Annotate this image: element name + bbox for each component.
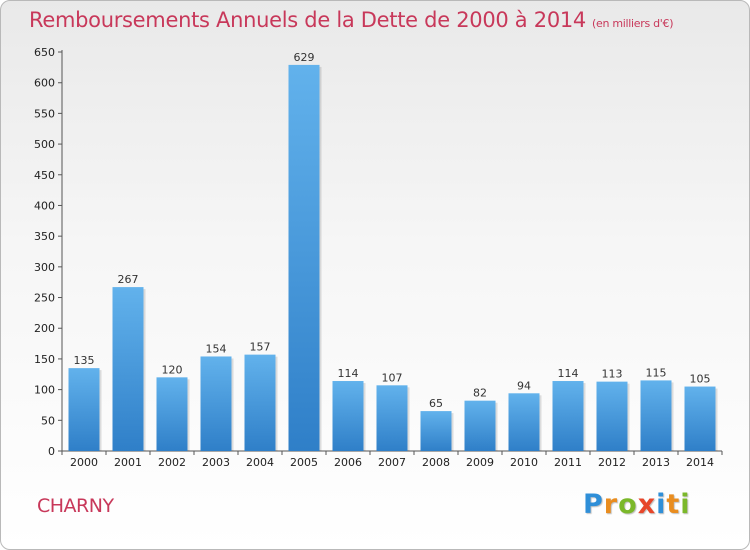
bar-value-label: 629 (294, 51, 315, 64)
bar (684, 386, 716, 451)
bar (508, 393, 540, 451)
commune-name: CHARNY (37, 495, 114, 517)
y-tick-label: 200 (34, 322, 55, 335)
y-tick-label: 500 (34, 138, 55, 151)
x-tick-label: 2012 (598, 456, 626, 469)
chart-title-text: Remboursements Annuels de la Dette de 20… (29, 8, 586, 32)
y-tick-label: 300 (34, 261, 55, 274)
x-tick-label: 2004 (246, 456, 274, 469)
proxiti-logo: Proxiti (583, 489, 691, 520)
chart-title: Remboursements Annuels de la Dette de 20… (29, 8, 673, 32)
bar-value-label: 267 (118, 273, 139, 286)
x-tick-label: 2006 (334, 456, 362, 469)
bar-value-label: 82 (473, 387, 487, 400)
y-tick-label: 250 (34, 292, 55, 305)
y-tick-label: 50 (41, 414, 55, 427)
bar-value-label: 135 (74, 354, 95, 367)
bar (332, 381, 364, 451)
bar-value-label: 105 (690, 373, 711, 386)
bar-value-label: 114 (558, 367, 579, 380)
bar-value-label: 113 (602, 368, 623, 381)
bar (420, 411, 452, 451)
y-tick-label: 600 (34, 77, 55, 90)
x-tick-label: 2009 (466, 456, 494, 469)
bar (68, 368, 100, 451)
bar (640, 380, 672, 451)
bar (596, 381, 628, 451)
bar (376, 385, 408, 451)
y-tick-label: 450 (34, 169, 55, 182)
bar (464, 400, 496, 451)
x-tick-label: 2005 (290, 456, 318, 469)
bar-value-label: 120 (162, 363, 183, 376)
y-tick-label: 0 (48, 445, 55, 458)
bar-value-label: 107 (382, 371, 403, 384)
bar-value-label: 115 (646, 366, 667, 379)
x-tick-label: 2011 (554, 456, 582, 469)
bar (288, 64, 320, 451)
bar (112, 287, 144, 451)
x-tick-label: 2010 (510, 456, 538, 469)
bar (156, 377, 188, 451)
bar (200, 356, 232, 451)
x-tick-label: 2003 (202, 456, 230, 469)
x-tick-label: 2013 (642, 456, 670, 469)
bar-value-label: 94 (517, 379, 531, 392)
x-tick-label: 2008 (422, 456, 450, 469)
y-tick-label: 650 (34, 46, 55, 59)
bar (552, 381, 584, 451)
bar-value-label: 157 (250, 341, 271, 354)
y-tick-label: 100 (34, 384, 55, 397)
x-tick-label: 2007 (378, 456, 406, 469)
y-tick-label: 400 (34, 199, 55, 212)
x-tick-label: 2000 (70, 456, 98, 469)
y-tick-label: 550 (34, 107, 55, 120)
y-tick-label: 150 (34, 353, 55, 366)
bar-value-label: 154 (206, 342, 227, 355)
x-tick-label: 2014 (686, 456, 714, 469)
x-tick-label: 2001 (114, 456, 142, 469)
bar-value-label: 65 (429, 397, 443, 410)
bar-value-label: 114 (338, 367, 359, 380)
bar (244, 354, 276, 451)
y-tick-label: 350 (34, 230, 55, 243)
x-tick-label: 2002 (158, 456, 186, 469)
chart-unit-note: (en milliers d'€) (592, 17, 674, 30)
